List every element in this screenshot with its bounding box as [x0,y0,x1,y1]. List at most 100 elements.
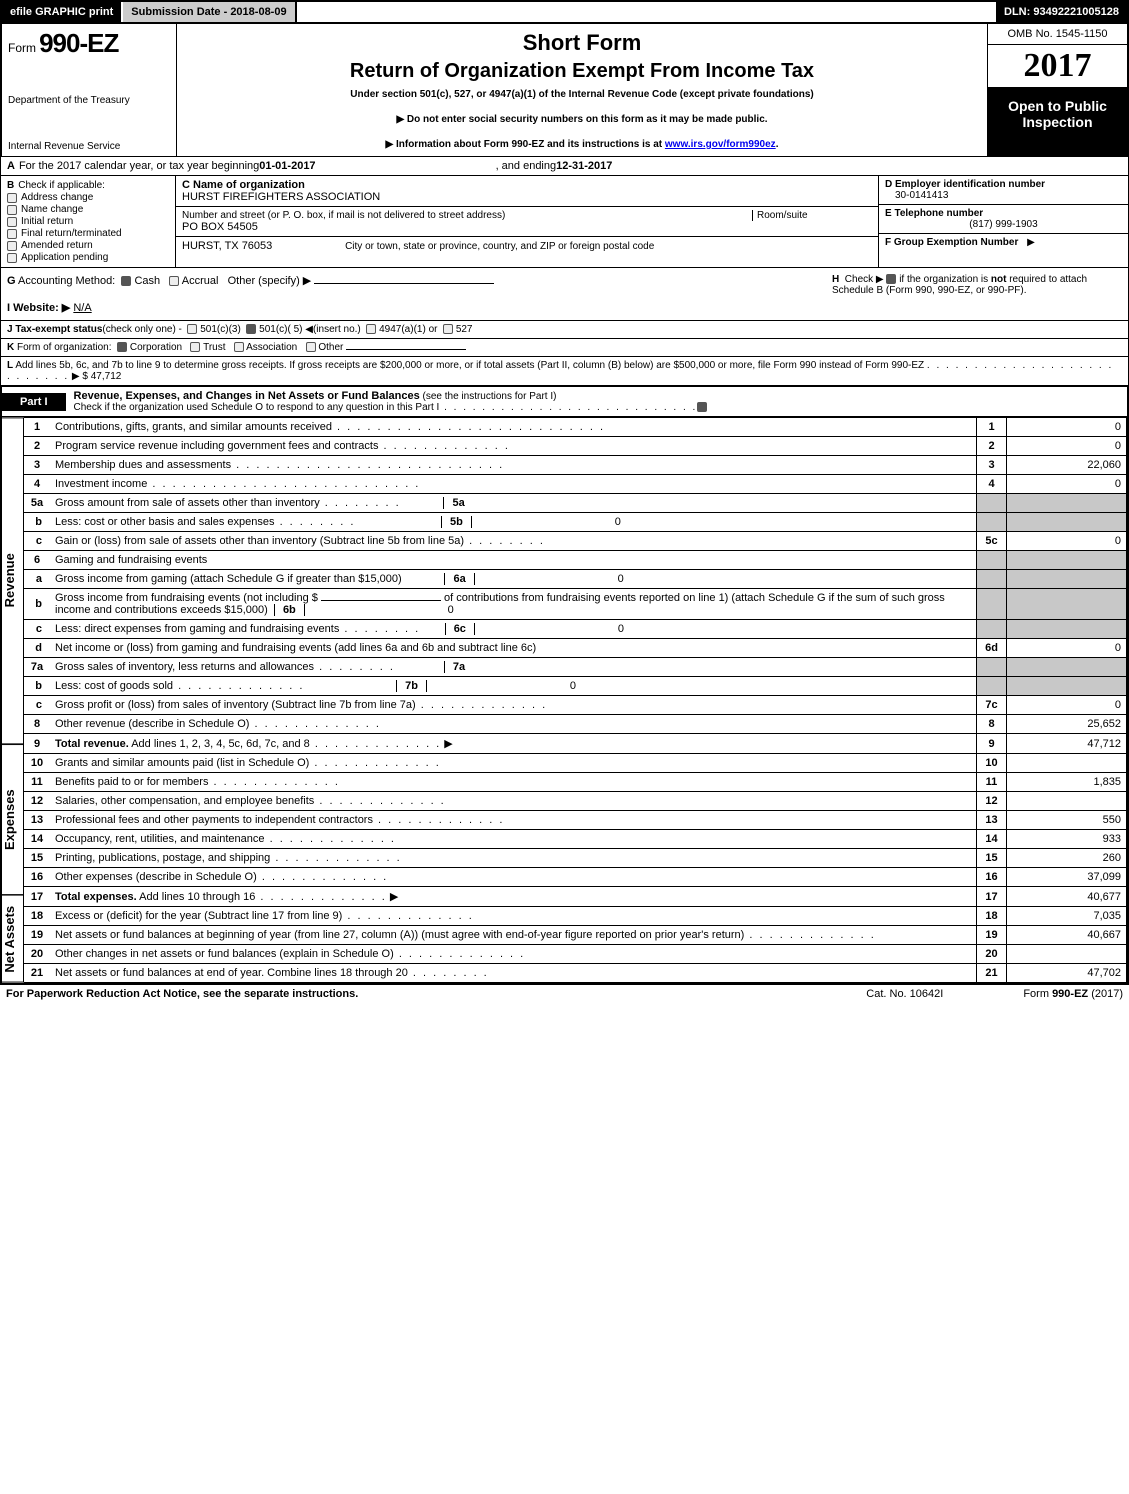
tax-year: 2017 [988,45,1127,88]
line-10-val [1007,754,1127,773]
line-7b-mid: 7b [396,680,426,692]
line-6b-mid: 6b [274,604,304,616]
chk-application-pending[interactable] [7,253,17,263]
line-6b-midval: 0 [304,604,454,616]
label-H: H [832,274,839,285]
label-A: A [7,160,15,172]
chk-H[interactable] [886,274,896,284]
submission-date: Submission Date - 2018-08-09 [123,2,296,22]
line-9-val: 47,712 [1007,734,1127,754]
line-3-val: 22,060 [1007,456,1127,475]
line-6c: cLess: direct expenses from gaming and f… [24,620,1127,639]
L-amount: $ 47,712 [82,371,121,382]
chk-schedule-o[interactable] [697,402,707,412]
line-7b: bLess: cost of goods sold 7b0 [24,677,1127,696]
line-2: 2Program service revenue including gover… [24,437,1127,456]
chk-cash[interactable] [121,276,131,286]
line-7c: cGross profit or (loss) from sales of in… [24,696,1127,715]
line-12-desc: Salaries, other compensation, and employ… [55,795,314,807]
line-2-val: 0 [1007,437,1127,456]
line-6d: dNet income or (loss) from gaming and fu… [24,639,1127,658]
line-5b: bLess: cost or other basis and sales exp… [24,513,1127,532]
row-GH: G Accounting Method: Cash Accrual Other … [1,268,1128,321]
line-6a-midval: 0 [474,573,624,585]
chk-other[interactable] [306,342,316,352]
B-opt-4: Amended return [21,240,93,251]
line-7b-desc: Less: cost of goods sold [55,680,173,692]
line-17-desc: Total expenses. [55,891,137,903]
instructions-link[interactable]: www.irs.gov/form990ez [665,139,776,150]
chk-address-change[interactable] [7,193,17,203]
label-K: K [7,342,14,353]
line-21-val: 47,702 [1007,964,1127,983]
footer-mid: Cat. No. 10642I [866,988,943,1000]
C-addr-label: Number and street (or P. O. box, if mail… [182,210,752,221]
open-to-public: Open to Public Inspection [988,88,1127,156]
F-label: F Group Exemption Number [885,237,1018,248]
H-text1: Check ▶ [845,274,884,285]
line-1: 1Contributions, gifts, grants, and simil… [24,418,1127,437]
line-1-val: 0 [1007,418,1127,437]
line-6c-mid: 6c [445,623,474,635]
D-value: 30-0141413 [885,190,1122,201]
footer-right-bold: 990-EZ [1052,988,1088,1000]
line-5b-midval: 0 [471,516,621,528]
line-16: 16Other expenses (describe in Schedule O… [24,868,1127,887]
line-17-desc2: Add lines 10 through 16 [137,891,256,903]
F-arrow: ▶ [1027,237,1035,248]
chk-501c3[interactable] [187,324,197,334]
label-J: J Tax-exempt status [7,324,102,335]
line-6b: bGross income from fundraising events (n… [24,589,1127,620]
line-6a-desc: Gross income from gaming (attach Schedul… [55,573,402,585]
chk-corp[interactable] [117,342,127,352]
line-7c-desc: Gross profit or (loss) from sales of inv… [55,699,416,711]
J-opt-1: 501(c)( 5) ◀(insert no.) [259,324,361,335]
footer-right-pre: Form [1023,988,1052,1000]
org-name: HURST FIREFIGHTERS ASSOCIATION [182,191,872,203]
label-L: L [7,360,13,371]
line-11: 11Benefits paid to or for members111,835 [24,773,1127,792]
line-8-val: 25,652 [1007,715,1127,734]
chk-4947[interactable] [366,324,376,334]
chk-name-change[interactable] [7,205,17,215]
chk-assoc[interactable] [234,342,244,352]
line-19: 19Net assets or fund balances at beginni… [24,926,1127,945]
line-5c-val: 0 [1007,532,1127,551]
C-room-label: Room/suite [752,210,872,221]
B-opt-1: Name change [21,204,83,215]
chk-527[interactable] [443,324,453,334]
line-13: 13Professional fees and other payments t… [24,811,1127,830]
A-text-pre: For the 2017 calendar year, or tax year … [19,160,259,172]
L-arrow: ▶ [72,371,80,382]
line-7a: 7aGross sales of inventory, less returns… [24,658,1127,677]
dept-irs: Internal Revenue Service [8,141,170,152]
line-5c-desc: Gain or (loss) from sale of assets other… [55,535,464,547]
dln: DLN: 93492221005128 [996,2,1127,22]
line-7a-desc: Gross sales of inventory, less returns a… [55,661,314,673]
header-left: Form 990-EZ Department of the Treasury I… [2,24,177,156]
spacer [297,2,996,22]
line-9: 9Total revenue. Add lines 1, 2, 3, 4, 5c… [24,734,1127,754]
line-11-desc: Benefits paid to or for members [55,776,208,788]
line-8-desc: Other revenue (describe in Schedule O) [55,718,249,730]
chk-amended-return[interactable] [7,241,17,251]
G-accrual: Accrual [182,275,219,287]
line-20-val [1007,945,1127,964]
sidebar-expenses: Expenses [2,744,24,895]
chk-trust[interactable] [190,342,200,352]
row-L: L Add lines 5b, 6c, and 7b to line 9 to … [1,357,1128,386]
efile-print-button[interactable]: efile GRAPHIC print [2,2,123,22]
chk-accrual[interactable] [169,276,179,286]
D-label: D Employer identification number [885,179,1122,190]
line-6b-desc-pre: Gross income from fundraising events (no… [55,592,321,604]
col-H: H Check ▶ if the organization is not req… [832,274,1122,314]
line-6c-desc: Less: direct expenses from gaming and fu… [55,623,339,635]
note-info: ▶ Information about Form 990-EZ and its … [187,139,977,150]
L-text: Add lines 5b, 6c, and 7b to line 9 to de… [15,360,924,371]
A-mid: , and ending [496,160,557,172]
part-i-title: Revenue, Expenses, and Changes in Net As… [74,390,420,402]
chk-501c[interactable] [246,324,256,334]
chk-final-return[interactable] [7,229,17,239]
chk-initial-return[interactable] [7,217,17,227]
line-18-val: 7,035 [1007,907,1127,926]
